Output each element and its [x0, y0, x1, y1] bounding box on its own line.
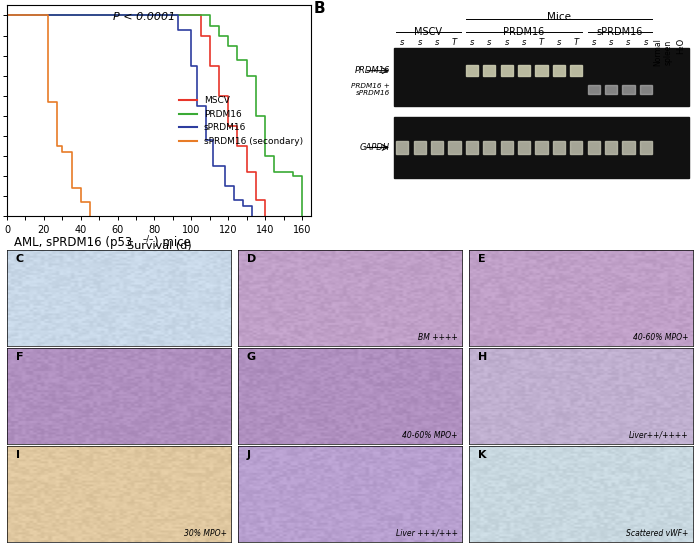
Text: s: s [592, 38, 596, 47]
Bar [553, 141, 565, 154]
Bar [605, 85, 617, 94]
Text: GAPDH: GAPDH [360, 143, 390, 152]
Bar [466, 141, 478, 154]
Bar [449, 141, 461, 154]
Text: H₂O: H₂O [676, 38, 685, 54]
Text: Mice: Mice [547, 12, 571, 22]
Text: F: F [16, 352, 24, 362]
Bar [536, 141, 547, 154]
Bar [466, 65, 478, 77]
Text: MSCV: MSCV [414, 26, 442, 37]
Text: C: C [16, 254, 24, 264]
Text: s: s [418, 38, 422, 47]
Text: s: s [470, 38, 474, 47]
Text: s: s [505, 38, 509, 47]
Text: D: D [247, 254, 256, 264]
Text: B: B [314, 1, 325, 16]
Text: J: J [247, 450, 251, 459]
Text: 40-60% MPO+: 40-60% MPO+ [633, 333, 689, 342]
Bar [483, 65, 496, 77]
Bar [500, 141, 513, 154]
Bar [518, 141, 530, 154]
Bar [553, 65, 565, 77]
Text: E: E [478, 254, 485, 264]
Text: Liver +++/+++: Liver +++/+++ [395, 529, 458, 538]
Text: T: T [539, 38, 544, 47]
Text: K: K [478, 450, 486, 459]
Text: T: T [574, 38, 579, 47]
X-axis label: Survival (d): Survival (d) [127, 241, 191, 251]
Legend: MSCV, PRDM16, sPRDM16, sPRDM16 (secondary): MSCV, PRDM16, sPRDM16, sPRDM16 (secondar… [175, 93, 307, 149]
Text: –/–: –/– [142, 235, 153, 243]
Text: PRDM16 +
sPRDM16: PRDM16 + sPRDM16 [351, 83, 390, 96]
Text: P < 0.0001: P < 0.0001 [113, 12, 176, 22]
Bar [500, 65, 513, 77]
Text: H: H [478, 352, 487, 362]
Text: sPRDM16: sPRDM16 [596, 26, 643, 37]
Text: s: s [522, 38, 526, 47]
Bar [622, 85, 635, 94]
Text: s: s [644, 38, 648, 47]
Bar [570, 65, 582, 77]
Bar [587, 141, 600, 154]
Text: I: I [16, 450, 20, 459]
Text: 30% MPO+: 30% MPO+ [183, 529, 227, 538]
Text: 40-60% MPO+: 40-60% MPO+ [402, 431, 458, 440]
Text: Liver++/++++: Liver++/++++ [629, 431, 689, 440]
Text: G: G [247, 352, 256, 362]
Text: T: T [452, 38, 457, 47]
Text: PRDM16: PRDM16 [503, 26, 545, 37]
Bar [396, 141, 408, 154]
Text: Normal
spleen: Normal spleen [654, 38, 673, 66]
Bar [393, 48, 690, 107]
Text: PRDM16: PRDM16 [355, 66, 390, 75]
Text: s: s [400, 38, 405, 47]
Text: s: s [487, 38, 491, 47]
Bar [431, 141, 443, 154]
Bar [570, 141, 582, 154]
Bar [393, 117, 690, 178]
Bar [414, 141, 426, 154]
Text: Scattered vWF+: Scattered vWF+ [626, 529, 689, 538]
Bar [640, 141, 652, 154]
Text: AML, sPRDM16 (p53: AML, sPRDM16 (p53 [14, 236, 132, 249]
Bar [483, 141, 496, 154]
Text: s: s [556, 38, 561, 47]
Bar [605, 141, 617, 154]
Text: s: s [626, 38, 631, 47]
Bar [587, 85, 600, 94]
Bar [518, 65, 530, 77]
Text: s: s [609, 38, 613, 47]
Text: ) mice: ) mice [155, 236, 191, 249]
Bar [640, 85, 652, 94]
Text: s: s [435, 38, 440, 47]
Text: BM ++++: BM ++++ [418, 333, 458, 342]
Bar [622, 141, 635, 154]
Bar [536, 65, 547, 77]
